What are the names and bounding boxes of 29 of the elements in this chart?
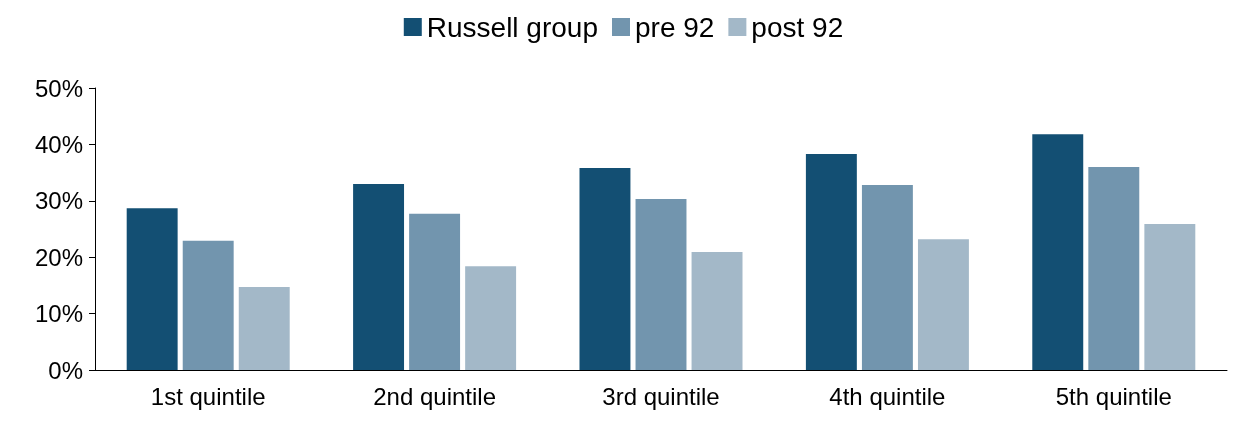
- bar: [1032, 134, 1084, 370]
- y-tick-label: 0%: [48, 356, 83, 384]
- bar: [182, 240, 234, 370]
- x-tick-label: 2nd quintile: [373, 382, 496, 410]
- x-tick-label: 3rd quintile: [602, 382, 720, 410]
- legend-label: Russell group: [426, 11, 598, 43]
- y-tick-label: 10%: [34, 300, 83, 328]
- x-tick-label: 5th quintile: [1055, 382, 1172, 410]
- bar: [579, 168, 631, 370]
- bar: [861, 185, 913, 370]
- legend-label: pre 92: [634, 11, 715, 43]
- x-tick-label: 4th quintile: [829, 382, 946, 410]
- bar: [126, 208, 178, 370]
- bar: [1144, 223, 1196, 370]
- y-tick-label: 40%: [34, 130, 83, 158]
- x-tick-label: 1st quintile: [150, 382, 266, 410]
- bar: [691, 252, 743, 370]
- bar: [635, 199, 687, 370]
- bar: [238, 287, 290, 370]
- bar: [1088, 166, 1140, 370]
- bar: [353, 183, 405, 370]
- legend-label: post 92: [751, 11, 844, 43]
- y-tick-label: 20%: [34, 243, 83, 271]
- y-tick-label: 50%: [34, 74, 83, 102]
- bar: [917, 239, 969, 370]
- bar: [409, 213, 461, 370]
- bar: [805, 153, 857, 370]
- bar: [465, 266, 517, 370]
- y-tick-label: 30%: [34, 187, 83, 215]
